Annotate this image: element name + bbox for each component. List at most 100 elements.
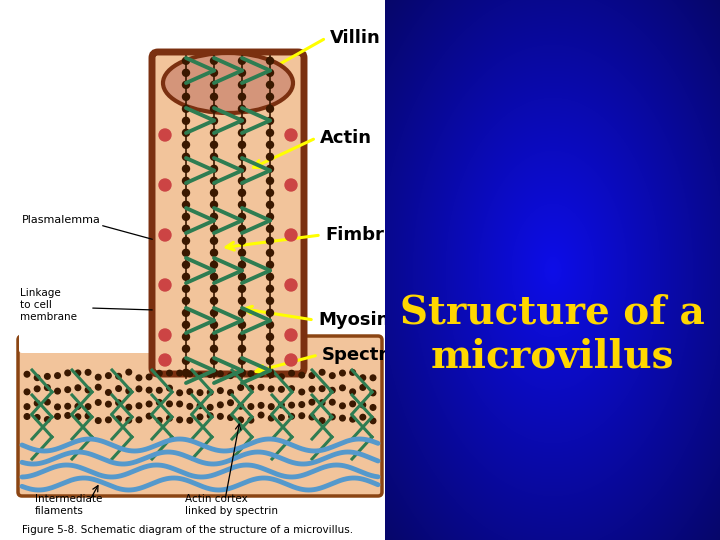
Circle shape xyxy=(238,357,246,364)
Circle shape xyxy=(238,190,246,197)
Circle shape xyxy=(96,418,101,423)
Circle shape xyxy=(279,387,284,392)
Circle shape xyxy=(299,372,305,378)
Circle shape xyxy=(217,371,223,376)
Circle shape xyxy=(85,404,91,409)
Circle shape xyxy=(96,374,101,380)
Circle shape xyxy=(350,369,356,375)
Circle shape xyxy=(266,261,274,268)
Circle shape xyxy=(210,190,217,197)
Circle shape xyxy=(210,57,217,64)
Circle shape xyxy=(106,373,111,379)
Circle shape xyxy=(217,388,223,393)
Circle shape xyxy=(75,370,81,376)
Circle shape xyxy=(309,373,315,379)
Circle shape xyxy=(238,249,246,256)
Circle shape xyxy=(266,190,274,197)
Circle shape xyxy=(289,370,294,376)
Circle shape xyxy=(330,373,335,379)
Circle shape xyxy=(45,374,50,379)
Circle shape xyxy=(182,249,189,256)
Circle shape xyxy=(266,369,274,376)
Circle shape xyxy=(96,384,101,390)
Circle shape xyxy=(248,371,253,376)
Circle shape xyxy=(35,375,40,381)
Circle shape xyxy=(187,389,193,394)
Circle shape xyxy=(106,390,111,395)
Circle shape xyxy=(258,372,264,377)
Circle shape xyxy=(266,249,274,256)
Circle shape xyxy=(166,386,172,391)
Circle shape xyxy=(269,415,274,421)
FancyBboxPatch shape xyxy=(19,87,159,353)
Circle shape xyxy=(266,345,274,352)
Text: Figure 5-8. Schematic diagram of the structure of a microvillus.: Figure 5-8. Schematic diagram of the str… xyxy=(22,525,353,535)
Circle shape xyxy=(299,413,305,418)
Circle shape xyxy=(210,201,217,208)
Circle shape xyxy=(182,309,189,316)
Circle shape xyxy=(75,385,81,390)
Circle shape xyxy=(319,369,325,375)
Circle shape xyxy=(182,57,189,64)
Circle shape xyxy=(238,403,243,409)
Circle shape xyxy=(136,386,142,391)
Circle shape xyxy=(75,403,81,409)
Circle shape xyxy=(210,117,217,124)
Circle shape xyxy=(182,237,189,244)
Circle shape xyxy=(182,369,189,376)
Circle shape xyxy=(285,279,297,291)
Circle shape xyxy=(330,414,335,420)
Circle shape xyxy=(340,403,346,409)
Text: Actin cortex
linked by spectrin: Actin cortex linked by spectrin xyxy=(185,494,278,516)
Circle shape xyxy=(299,389,305,395)
Circle shape xyxy=(146,387,152,393)
Circle shape xyxy=(285,329,297,341)
Circle shape xyxy=(177,370,182,376)
Circle shape xyxy=(258,412,264,418)
Circle shape xyxy=(238,345,246,352)
Circle shape xyxy=(85,387,91,393)
Circle shape xyxy=(182,345,189,352)
Circle shape xyxy=(279,415,284,420)
Circle shape xyxy=(45,417,50,422)
Circle shape xyxy=(197,403,203,409)
Circle shape xyxy=(228,373,233,379)
Circle shape xyxy=(279,374,284,380)
Circle shape xyxy=(266,321,274,328)
Circle shape xyxy=(136,375,142,381)
Circle shape xyxy=(126,404,132,410)
Circle shape xyxy=(266,285,274,292)
Circle shape xyxy=(248,404,253,409)
Circle shape xyxy=(156,417,162,423)
Circle shape xyxy=(217,414,223,419)
Circle shape xyxy=(238,321,246,328)
Circle shape xyxy=(266,69,274,76)
Circle shape xyxy=(65,413,71,418)
Circle shape xyxy=(340,385,346,390)
Text: Spectrin: Spectrin xyxy=(322,346,407,364)
Circle shape xyxy=(238,298,246,305)
Circle shape xyxy=(210,105,217,112)
Circle shape xyxy=(279,402,284,408)
Circle shape xyxy=(238,201,246,208)
Circle shape xyxy=(55,388,60,394)
Text: Actin: Actin xyxy=(320,129,372,147)
Circle shape xyxy=(248,386,253,391)
Circle shape xyxy=(238,153,246,160)
Circle shape xyxy=(65,387,71,393)
Circle shape xyxy=(45,385,50,390)
Circle shape xyxy=(182,93,189,100)
Circle shape xyxy=(266,309,274,316)
Circle shape xyxy=(269,386,274,391)
Circle shape xyxy=(166,370,172,376)
Circle shape xyxy=(177,401,182,407)
Circle shape xyxy=(182,285,189,292)
Circle shape xyxy=(182,69,189,76)
Circle shape xyxy=(182,117,189,124)
Circle shape xyxy=(360,414,366,420)
Circle shape xyxy=(370,375,376,381)
Circle shape xyxy=(210,237,217,244)
Circle shape xyxy=(360,402,366,408)
Circle shape xyxy=(156,370,162,376)
Circle shape xyxy=(182,321,189,328)
